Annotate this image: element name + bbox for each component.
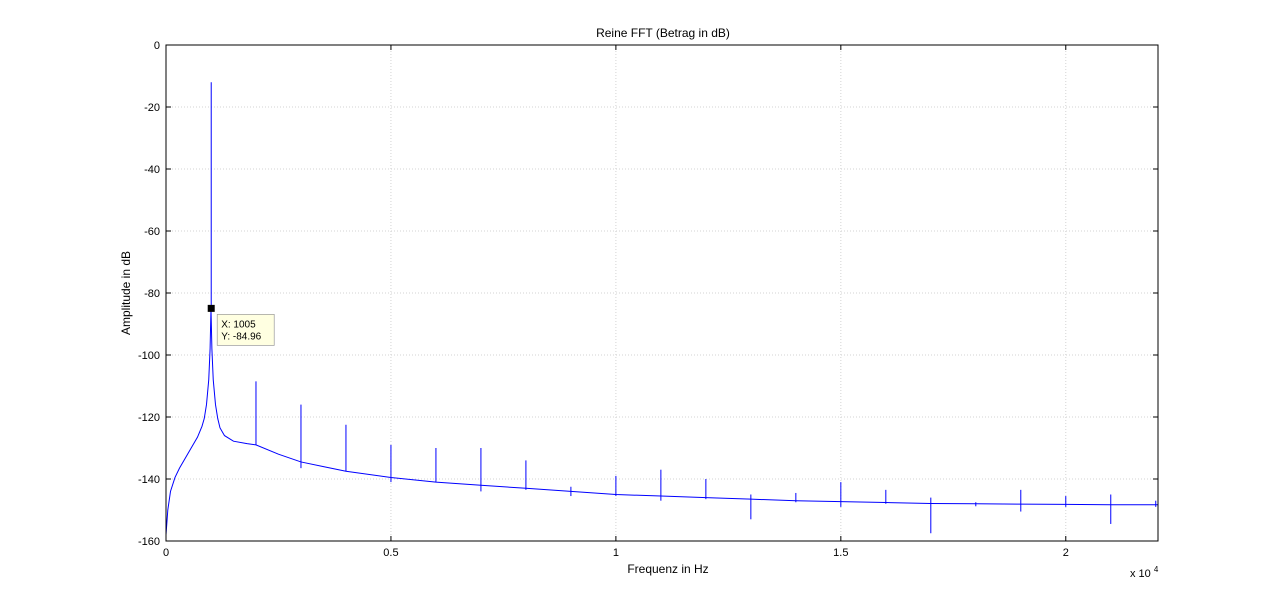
y-tick-label: -100: [138, 350, 160, 362]
datatip-box: [216, 314, 275, 346]
x-tick-label: 0: [163, 547, 169, 559]
x-tick-label: 2: [1063, 547, 1069, 559]
y-tick-label: -140: [138, 474, 160, 486]
chart-title: Reine FFT (Betrag in dB): [596, 26, 730, 40]
datatip-y-text: Y: -84.96: [221, 331, 261, 342]
x-axis-label: Frequenz in Hz: [627, 562, 708, 576]
x-exponent-base: x 10: [1130, 568, 1151, 580]
grid: [166, 45, 1158, 541]
x-tick-label: 0.5: [383, 547, 398, 559]
y-tick-label: -60: [144, 226, 160, 238]
fft-line: [165, 308, 1158, 535]
x-exponent-label: x 10 4: [1130, 565, 1159, 580]
y-tick-label: -20: [144, 102, 160, 114]
x-exponent-power: 4: [1154, 565, 1159, 574]
x-tick-label: 1: [613, 547, 619, 559]
harmonic-spikes: [210, 82, 1157, 534]
y-tick-label: -40: [144, 164, 160, 176]
axis-ticks: 0 0.5 1 1.5 2 0 -20 -40 -60 -80 -100 -120 -140 -160: [138, 40, 1158, 559]
x-tick-label: 1.5: [833, 547, 848, 559]
datatip-marker[interactable]: [207, 304, 215, 312]
y-axis-label: Amplitude in dB: [119, 251, 133, 335]
datatip-x-text: X: 1005: [221, 319, 256, 330]
y-tick-label: -80: [144, 288, 160, 300]
y-tick-label: 0: [154, 40, 160, 52]
datatip[interactable]: X: 1005 Y: -84.96: [207, 304, 275, 346]
y-tick-label: -120: [138, 412, 160, 424]
y-tick-label: -160: [138, 536, 160, 548]
